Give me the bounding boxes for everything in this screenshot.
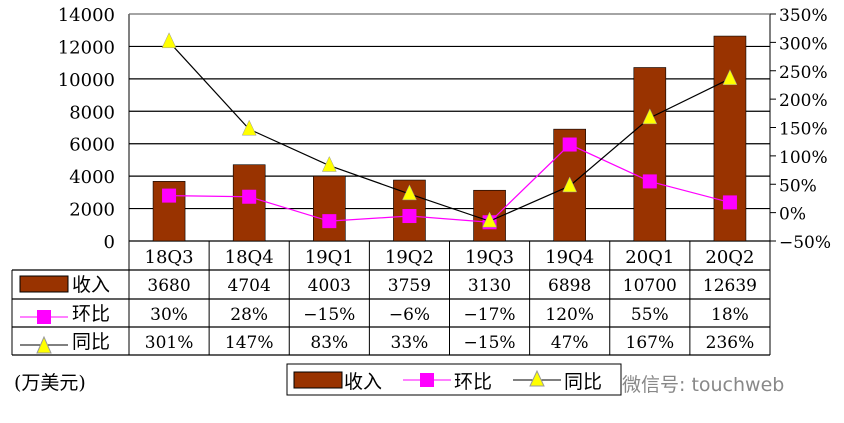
point-同比-18Q3	[161, 32, 177, 49]
category-label: 19Q3	[465, 247, 514, 268]
table-legend-key-收入	[19, 275, 69, 293]
left-tick-label: 8000	[69, 102, 115, 123]
legend-label: 同比	[564, 371, 602, 393]
legend-marker-triangle	[529, 369, 545, 387]
legend-label: 环比	[454, 371, 492, 393]
category-label: 18Q3	[145, 247, 194, 268]
point-环比-20Q1	[642, 174, 657, 189]
table-cell: 28%	[230, 305, 268, 325]
bar-20Q2	[713, 35, 747, 242]
right-tick-label: 250%	[779, 63, 828, 83]
right-tick-label: 200%	[779, 91, 828, 111]
category-label: 19Q4	[545, 247, 594, 268]
point-环比-19Q4	[562, 137, 577, 152]
table-legend-marker	[36, 335, 52, 354]
legend-box	[286, 363, 622, 396]
unit-label: (万美元)	[14, 372, 86, 394]
table-cell: 3759	[388, 276, 431, 296]
table-cell: 3680	[147, 276, 190, 296]
table-cell: 147%	[225, 333, 274, 353]
point-环比-19Q1	[322, 214, 337, 229]
table-cell: 120%	[545, 305, 594, 325]
table-cell: 10700	[623, 276, 677, 296]
left-tick-label: 10000	[58, 70, 115, 91]
table-row-label: 环比	[72, 303, 110, 325]
legend-key-bar	[293, 371, 343, 389]
category-label: 18Q4	[225, 247, 274, 268]
table-cell: 18%	[711, 305, 749, 325]
point-同比-18Q4	[241, 119, 257, 136]
table-cell: −17%	[464, 305, 516, 325]
right-tick-label: 300%	[779, 34, 828, 54]
point-环比-20Q2	[722, 195, 737, 210]
point-同比-20Q1	[642, 108, 658, 125]
table-cell: 167%	[626, 333, 675, 353]
watermark: 微信号: touchweb	[622, 374, 785, 396]
table-cell: 33%	[391, 333, 429, 353]
bar-20Q1	[633, 67, 667, 242]
right-tick-label: −50%	[779, 233, 831, 253]
table-cell: 6898	[548, 276, 591, 296]
category-label: 20Q2	[705, 247, 754, 268]
table-cell: 83%	[310, 333, 348, 353]
line-同比	[168, 41, 731, 222]
point-环比-18Q4	[242, 189, 257, 204]
table-cell: −15%	[464, 333, 516, 353]
point-同比-19Q3	[482, 211, 497, 228]
right-tick-label: 350%	[779, 6, 828, 26]
table-cell: 55%	[631, 305, 669, 325]
category-label: 19Q1	[305, 247, 354, 268]
category-label: 20Q1	[625, 247, 674, 268]
point-同比-19Q4	[562, 176, 578, 193]
point-环比-18Q3	[162, 188, 177, 203]
left-tick-label: 12000	[58, 37, 115, 58]
table-cell: 3130	[468, 276, 511, 296]
table-cell: 47%	[551, 333, 589, 353]
point-环比-19Q2	[402, 209, 417, 224]
table-cell: 12639	[703, 276, 757, 296]
bar-19Q1	[313, 175, 346, 242]
table-row-label: 同比	[72, 331, 110, 353]
table-cell: 301%	[145, 333, 194, 353]
table-cell: −6%	[389, 305, 430, 325]
table-cell: −15%	[303, 305, 355, 325]
category-label: 19Q2	[385, 247, 434, 268]
right-tick-label: 100%	[779, 148, 828, 168]
left-tick-label: 2000	[69, 200, 115, 221]
table-cell: 30%	[150, 305, 188, 325]
right-tick-label: 0%	[779, 205, 806, 225]
table-cell: 4003	[308, 276, 351, 296]
point-同比-19Q2	[402, 184, 417, 201]
left-tick-label: 14000	[58, 5, 115, 26]
legend-label: 收入	[344, 371, 382, 393]
left-tick-label: 6000	[69, 135, 115, 156]
table-row-label: 收入	[72, 274, 110, 296]
table-legend-marker	[37, 310, 51, 324]
left-tick-label: 0	[104, 232, 115, 253]
right-tick-label: 50%	[779, 176, 817, 196]
legend-marker-square	[420, 373, 434, 387]
point-同比-20Q2	[722, 69, 738, 85]
table-cell: 4704	[228, 276, 271, 296]
line-环比	[169, 143, 731, 223]
left-tick-label: 4000	[69, 167, 115, 188]
right-tick-label: 150%	[779, 120, 828, 140]
table-cell: 236%	[706, 333, 755, 353]
point-同比-19Q1	[321, 155, 337, 172]
